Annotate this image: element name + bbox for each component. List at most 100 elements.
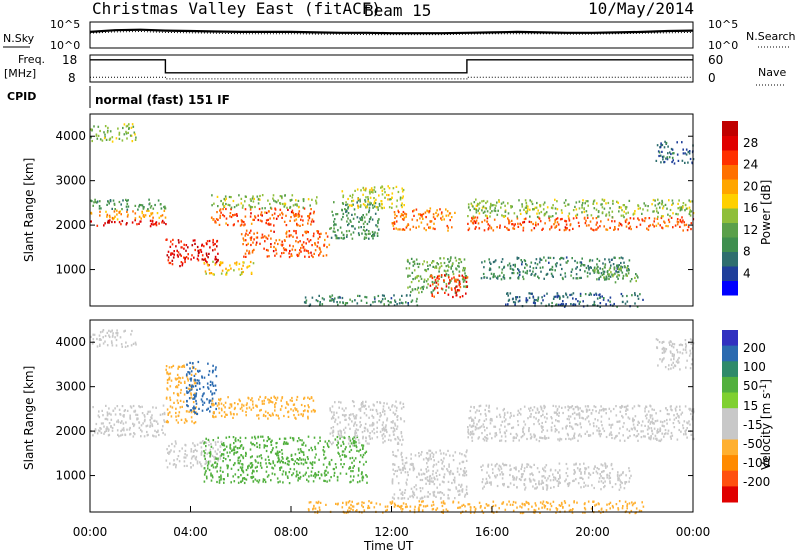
data-cell [598, 271, 600, 274]
data-cell [546, 417, 548, 420]
data-cell [676, 218, 679, 221]
data-cell [540, 270, 542, 273]
data-cell [387, 185, 389, 188]
data-cell [540, 302, 543, 305]
data-cell [610, 264, 612, 267]
data-cell [552, 275, 554, 278]
data-cell [266, 237, 269, 240]
data-cell [334, 297, 336, 300]
data-cell [480, 277, 483, 280]
data-cell [559, 218, 562, 221]
data-cell [654, 199, 656, 202]
data-cell [252, 262, 255, 265]
data-cell [378, 202, 381, 206]
data-cell [489, 211, 492, 214]
data-cell [217, 448, 219, 451]
data-cell [585, 224, 588, 227]
data-cell [299, 240, 301, 243]
data-cell [611, 220, 613, 223]
data-cell [523, 420, 525, 423]
data-cell [401, 497, 404, 500]
data-cell [478, 227, 481, 230]
data-cell [543, 256, 545, 259]
data-cell [274, 409, 276, 412]
data-cell [690, 433, 692, 436]
data-cell [157, 422, 159, 425]
data-cell [486, 210, 489, 213]
data-cell [241, 409, 244, 412]
data-cell [102, 414, 104, 417]
data-cell [458, 462, 461, 465]
data-cell [467, 426, 469, 429]
data-cell [212, 404, 214, 407]
data-cell [203, 258, 205, 261]
data-cell [568, 482, 571, 485]
data-cell [322, 449, 324, 452]
data-cell [276, 441, 278, 445]
data-cell [365, 187, 367, 190]
data-cell [391, 496, 394, 499]
data-cell [496, 462, 498, 466]
data-cell [237, 462, 240, 465]
data-cell [577, 408, 580, 411]
data-cell [473, 220, 476, 223]
data-cell [250, 398, 252, 402]
data-cell [200, 446, 203, 449]
data-cell [603, 270, 606, 273]
data-cell [567, 203, 569, 206]
data-cell [437, 283, 440, 286]
data-cell [447, 214, 450, 217]
data-cell [447, 497, 449, 500]
data-cell [303, 453, 305, 456]
data-cell [217, 259, 219, 262]
data-cell [281, 195, 283, 198]
data-cell [454, 497, 456, 500]
data-cell [311, 466, 314, 469]
data-cell [187, 391, 190, 394]
data-cell [660, 216, 663, 220]
data-cell [301, 443, 303, 446]
data-cell [662, 205, 665, 208]
data-cell [366, 481, 368, 484]
data-cell [271, 412, 274, 415]
data-cell [359, 421, 361, 424]
data-cell [513, 224, 515, 227]
data-cell [636, 429, 638, 433]
data-cell [646, 227, 648, 230]
nave-tick-high: 60 [708, 53, 723, 67]
data-cell [294, 416, 296, 419]
data-cell [498, 274, 501, 277]
data-cell [534, 206, 537, 209]
data-cell [401, 228, 404, 231]
data-cell [445, 214, 448, 217]
data-cell [335, 237, 338, 240]
data-cell [654, 420, 657, 423]
data-cell [336, 476, 339, 479]
data-cell [478, 436, 480, 439]
data-cell [554, 269, 556, 272]
data-cell [593, 293, 595, 296]
data-cell [482, 272, 485, 276]
data-cell [399, 298, 401, 301]
data-cell [607, 201, 610, 205]
data-cell [357, 206, 359, 209]
data-cell [546, 292, 548, 295]
data-cell [419, 275, 422, 278]
data-cell [119, 336, 122, 339]
data-cell [219, 263, 222, 267]
data-cell [412, 264, 415, 267]
data-cell [275, 217, 278, 220]
data-cell [474, 428, 477, 431]
data-cell [106, 426, 108, 429]
data-cell [250, 441, 252, 444]
data-cell [640, 430, 642, 433]
data-cell [609, 226, 611, 229]
data-cell [209, 451, 212, 454]
data-cell [599, 275, 602, 278]
data-cell [479, 404, 482, 407]
data-cell [203, 261, 206, 264]
data-cell [242, 471, 245, 474]
data-cell [205, 461, 208, 465]
data-cell [389, 408, 392, 411]
data-cell [610, 462, 613, 466]
